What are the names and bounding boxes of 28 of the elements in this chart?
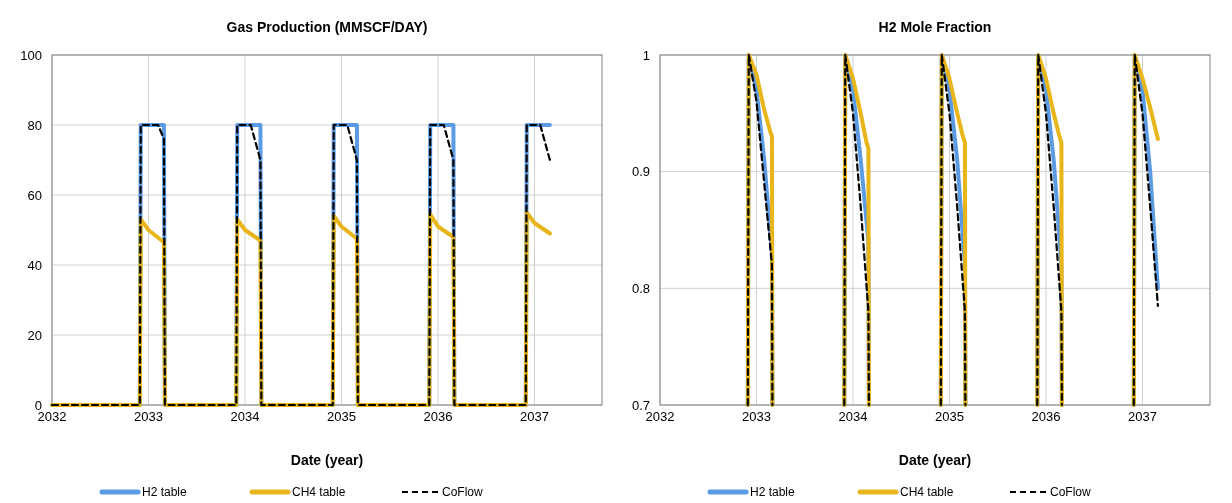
x-axis-title: Date (year) <box>898 452 972 468</box>
y-tick-label: 60 <box>27 187 42 203</box>
x-tick-label: 2034 <box>838 409 868 424</box>
x-tick-label: 2037 <box>1128 409 1157 424</box>
x-tick-label: 2036 <box>423 409 453 424</box>
x-tick-label: 2036 <box>1031 409 1061 424</box>
y-tick-label: 20 <box>27 327 42 343</box>
y-tick-label: 80 <box>27 117 42 133</box>
x-tick-label: 2035 <box>935 409 964 424</box>
x-tick-label: 2037 <box>520 409 549 424</box>
legend-label: CoFlow <box>1050 485 1092 499</box>
y-tick-label: 40 <box>27 257 42 273</box>
legend-label: H2 table <box>142 485 188 499</box>
legend-label: CH4 table <box>900 485 954 499</box>
legend-label: CH4 table <box>292 485 346 499</box>
chart-title: H2 Mole Fraction <box>878 19 992 35</box>
y-tick-label: 0.9 <box>631 164 650 180</box>
legend-label: H2 table <box>750 485 796 499</box>
x-tick-label: 2033 <box>742 409 771 424</box>
y-tick-label: 0.8 <box>631 280 650 296</box>
x-tick-label: 2035 <box>327 409 356 424</box>
y-tick-label: 100 <box>20 47 42 63</box>
legend-label: CoFlow <box>442 485 484 499</box>
x-axis-title: Date (year) <box>290 452 364 468</box>
y-tick-label: 1 <box>642 47 650 63</box>
x-tick-label: 2034 <box>230 409 260 424</box>
chart-title: Gas Production (MMSCF/DAY) <box>226 19 428 35</box>
x-tick-label: 2033 <box>134 409 163 424</box>
